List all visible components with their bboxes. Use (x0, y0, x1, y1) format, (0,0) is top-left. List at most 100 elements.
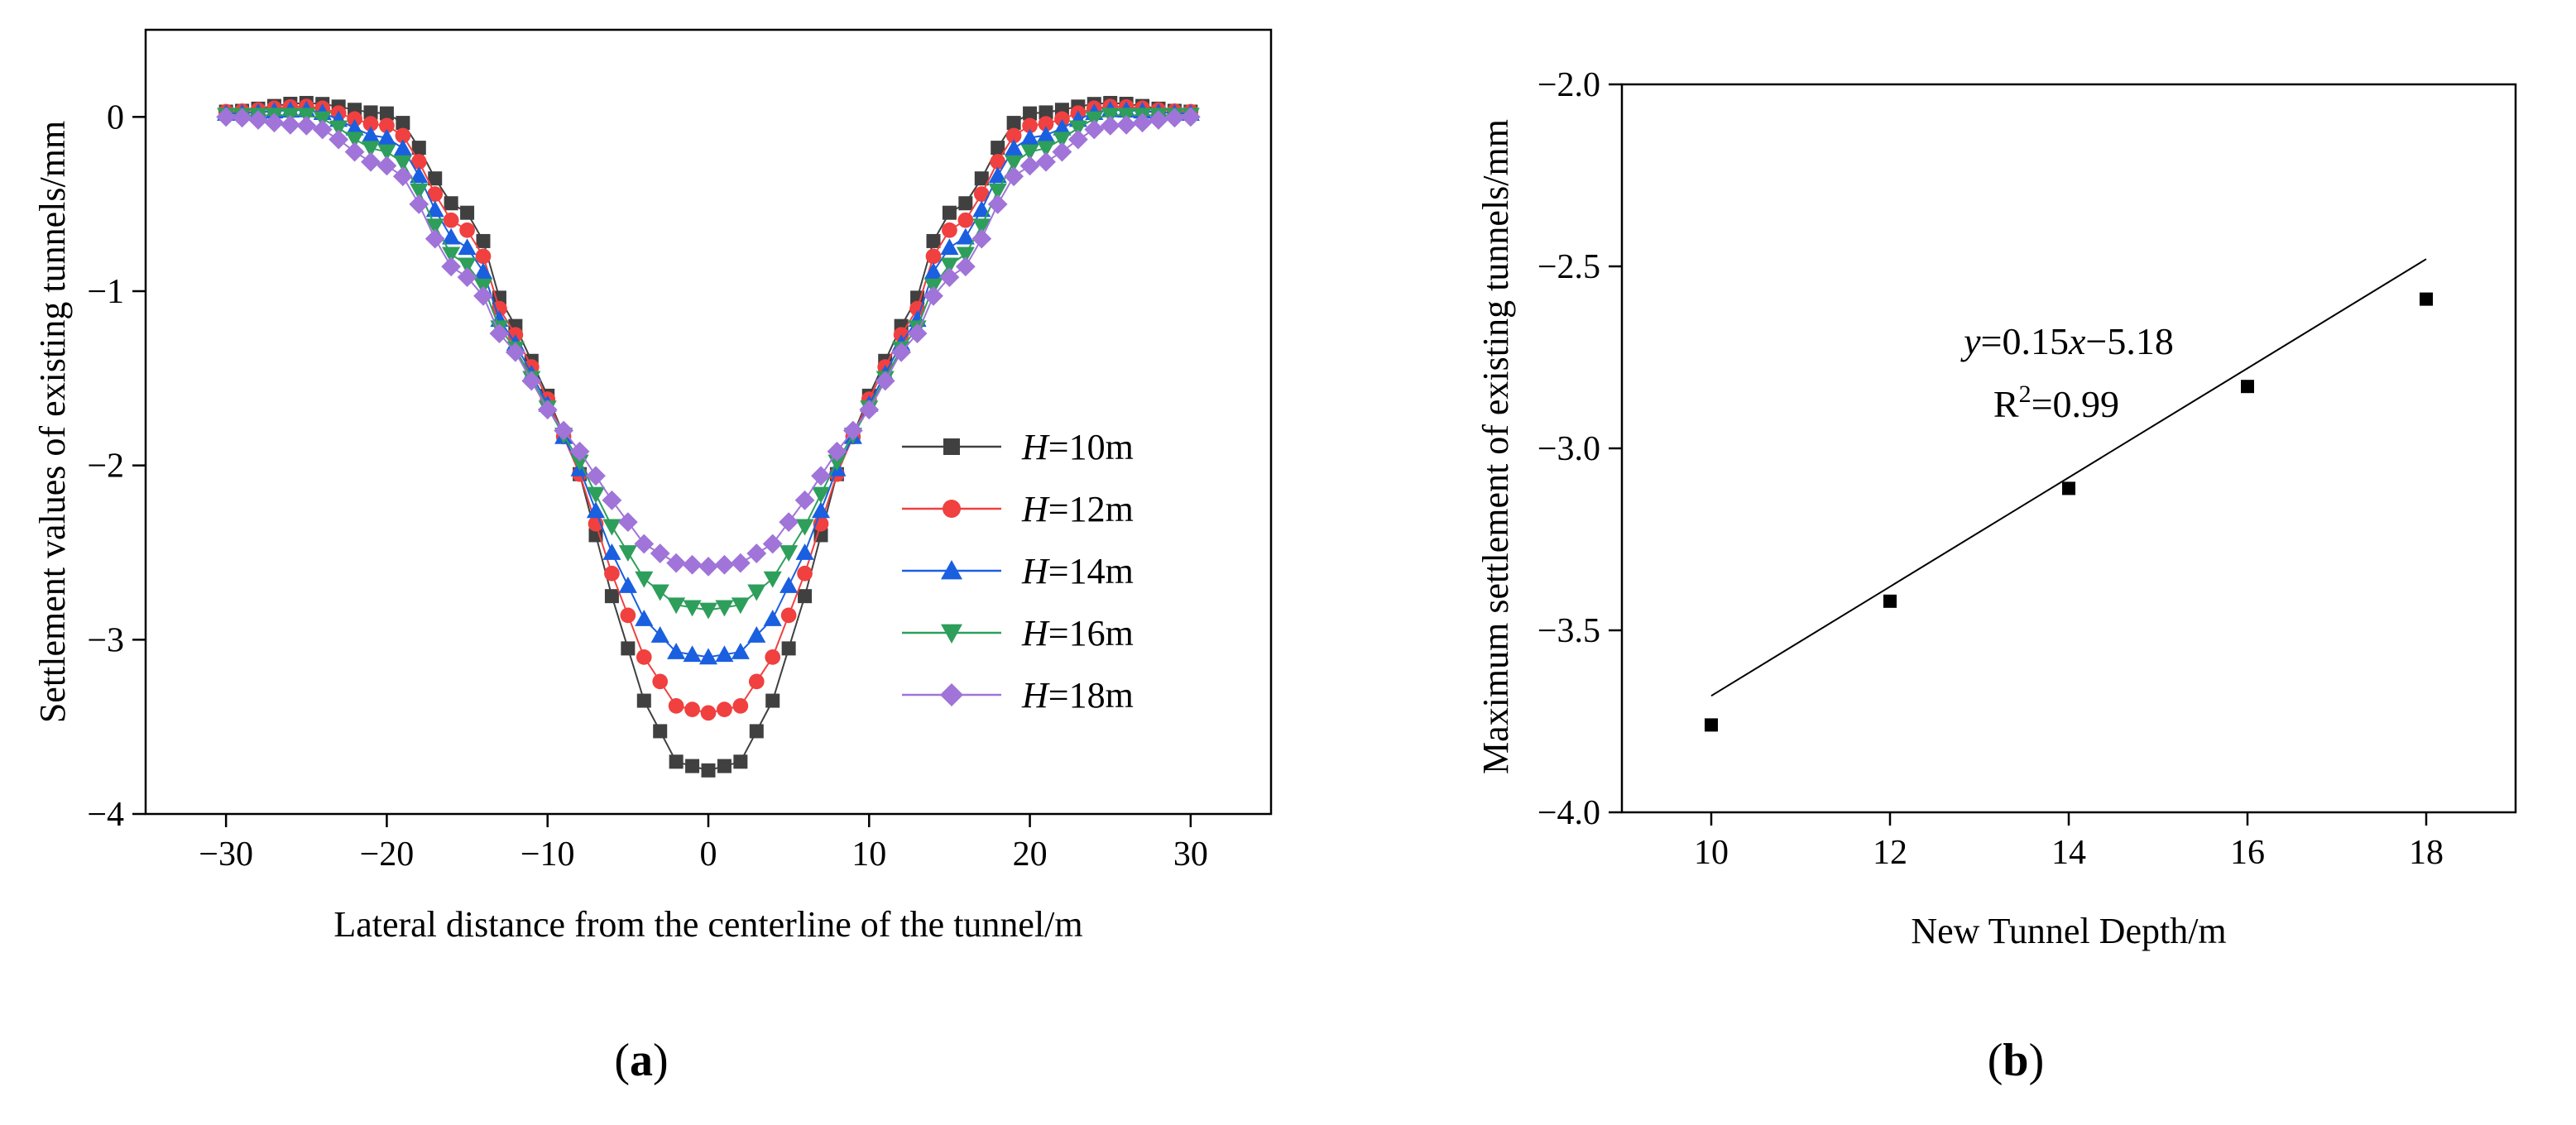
data-point (942, 222, 957, 238)
data-point (683, 600, 702, 617)
data-point (749, 724, 764, 739)
r2-prefix: R (1993, 383, 2019, 425)
data-point (361, 141, 381, 158)
data-point (811, 501, 831, 519)
data-point (457, 267, 477, 288)
panel-label-a: (a) (614, 1035, 668, 1086)
series-line (226, 114, 1191, 611)
data-point (698, 602, 718, 620)
series-h-12m (218, 98, 1199, 721)
panel-letter-a: a (630, 1035, 653, 1086)
eq-tail: −5.18 (2085, 320, 2173, 362)
data-point (1180, 107, 1201, 127)
data-point (956, 247, 975, 264)
data-point (329, 120, 348, 137)
data-point (1006, 116, 1021, 131)
data-point (780, 545, 799, 562)
legend-a: H=10m H=12m H=14m H=16m H=18m (902, 427, 1134, 716)
data-point (345, 132, 364, 149)
legend-entry: H=14m (1021, 551, 1134, 591)
data-point (443, 212, 459, 228)
legend-entry: H=18m (1021, 675, 1134, 716)
data-point (717, 759, 732, 773)
data-point (329, 129, 349, 150)
data-point (442, 247, 461, 264)
data-point (923, 285, 943, 306)
data-point (988, 166, 1007, 184)
data-point (685, 759, 700, 773)
data-point (458, 238, 477, 256)
data-point (652, 673, 669, 690)
x-tick-label-a: 10 (851, 835, 886, 874)
data-point (1100, 115, 1120, 136)
data-point (441, 256, 462, 277)
data-point (715, 600, 734, 617)
data-point (875, 371, 895, 391)
data-point (379, 106, 394, 121)
data-point (425, 228, 445, 249)
data-point (971, 228, 992, 249)
data-point (393, 155, 412, 172)
data-point (280, 114, 300, 135)
y-tick-label-a: −3 (87, 621, 124, 659)
data-point (377, 144, 396, 161)
data-point (940, 257, 959, 275)
data-point (650, 543, 670, 563)
data-point (765, 649, 781, 665)
panel-label-b: (b) (1988, 1035, 2044, 1086)
data-point (1054, 111, 1070, 127)
data-point (216, 107, 237, 127)
y-tick-label-a: −4 (87, 796, 124, 834)
x-tick-label-b: 16 (2230, 834, 2265, 872)
data-point (781, 641, 796, 656)
data-point (717, 701, 732, 717)
legend-marker (943, 500, 961, 518)
y-tick-label-a: −1 (87, 273, 124, 311)
data-point (492, 300, 507, 317)
data-point (444, 196, 458, 211)
eq-x: x (2068, 320, 2086, 362)
data-point (635, 610, 654, 626)
y-tick-label-b: −4.0 (1537, 794, 1600, 832)
data-point (2062, 481, 2075, 495)
data-point (1149, 110, 1168, 130)
data-point (473, 285, 493, 306)
data-point (1022, 117, 1038, 134)
data-point (586, 486, 606, 504)
x-tick-label-b: 14 (2051, 834, 2086, 872)
data-point (955, 256, 976, 277)
data-point (428, 171, 443, 186)
data-point (973, 186, 990, 202)
data-point (569, 441, 590, 462)
data-point (410, 166, 429, 184)
data-point (602, 543, 621, 560)
data-point (1068, 120, 1087, 137)
data-point (409, 194, 429, 214)
x-tick-label-b: 12 (1873, 834, 1907, 872)
data-point (668, 698, 684, 714)
data-point (460, 205, 475, 220)
x-tick-label-b: 18 (2409, 834, 2444, 872)
data-point (1052, 141, 1072, 162)
data-point (1132, 112, 1153, 133)
data-point (620, 607, 636, 624)
data-point (2420, 292, 2433, 306)
x-tick-label-a: −20 (360, 835, 415, 874)
data-point (650, 626, 669, 643)
data-point (765, 693, 780, 708)
data-point (586, 501, 606, 519)
data-point (746, 543, 767, 563)
data-point (1004, 166, 1024, 187)
data-point (1883, 594, 1897, 608)
data-point (1039, 105, 1053, 120)
data-point (588, 528, 603, 543)
data-point (779, 512, 799, 533)
data-point (362, 116, 379, 132)
data-point (732, 698, 749, 714)
data-point (476, 233, 491, 248)
x-axis-label-b: New Tunnel Depth/m (1911, 911, 2226, 951)
fit-r-squared: R2=0.99 (1993, 381, 2119, 425)
data-point (780, 607, 797, 624)
data-point (958, 196, 973, 211)
data-point (990, 154, 1006, 170)
